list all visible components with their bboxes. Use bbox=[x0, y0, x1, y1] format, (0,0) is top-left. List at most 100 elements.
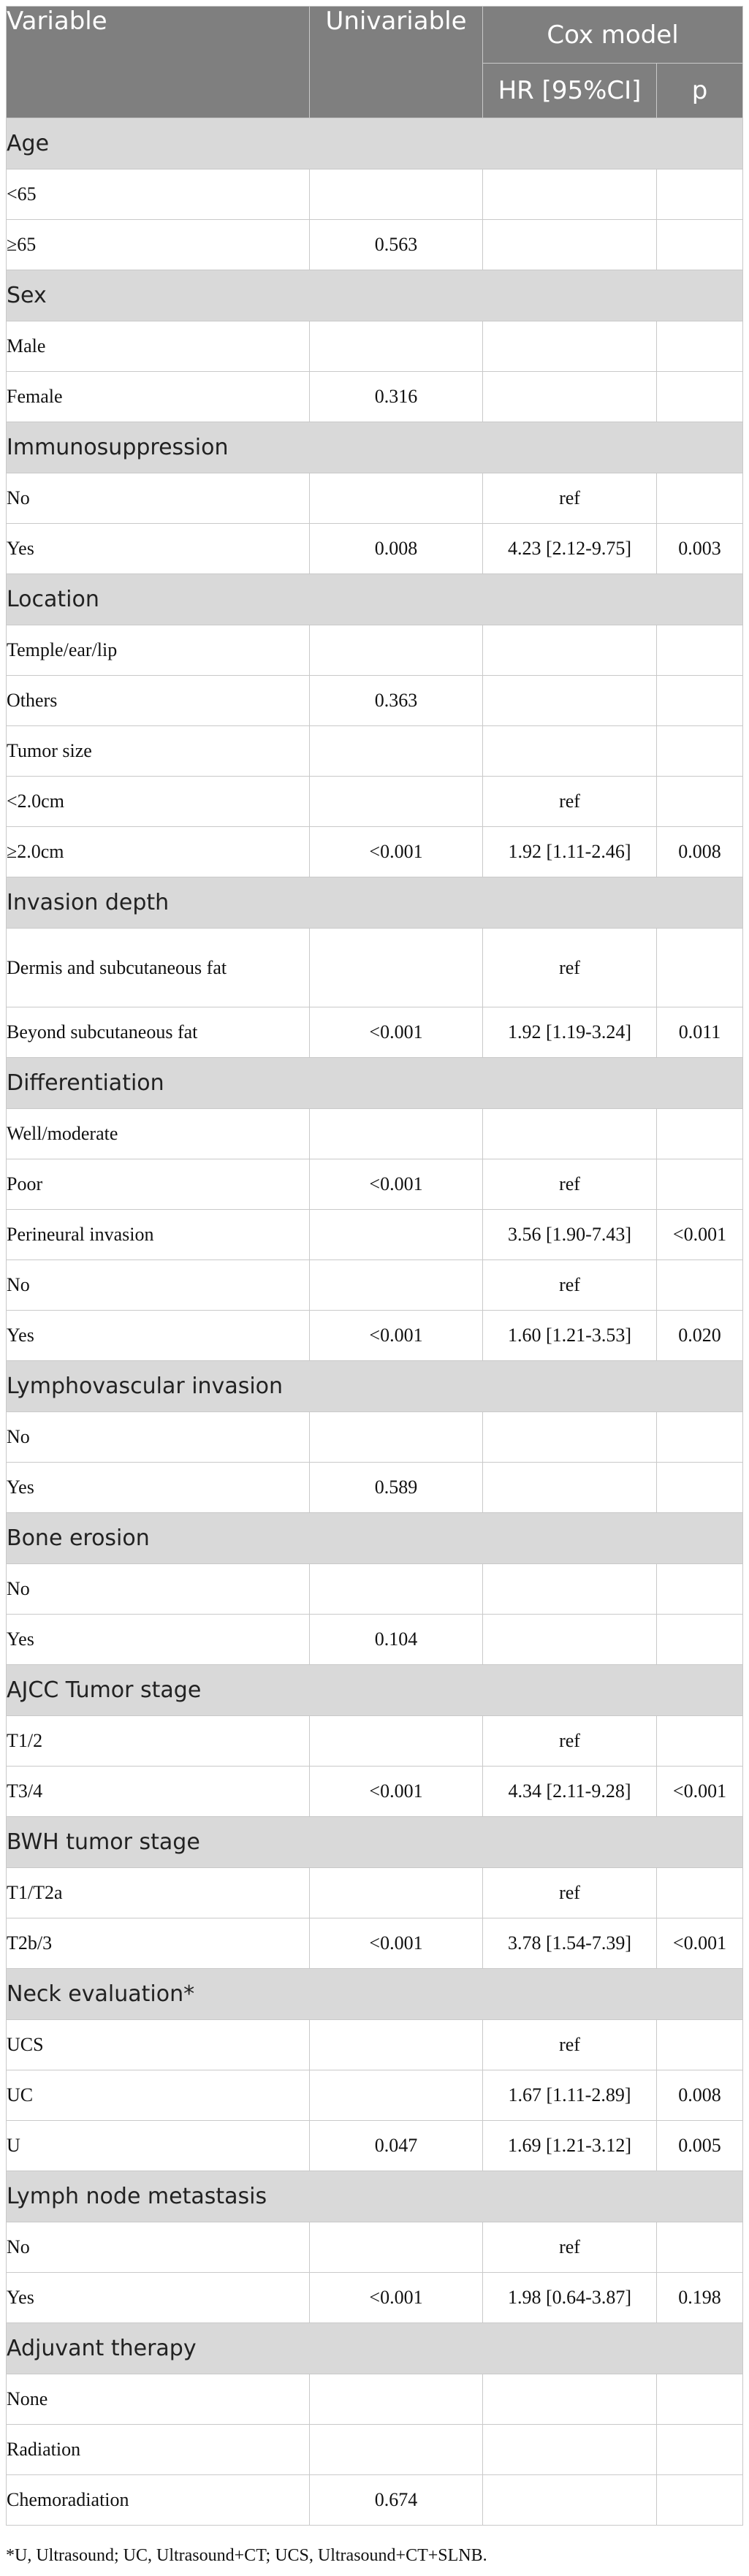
p-value-cell bbox=[655, 321, 744, 372]
p-value-cell: <0.001 bbox=[655, 1766, 744, 1817]
table-row: Male bbox=[6, 321, 744, 372]
table-row: Beyond subcutaneous fat <0.001 1.92 [1.19-… bbox=[6, 1007, 744, 1058]
table-row: No bbox=[6, 1563, 744, 1615]
hr-cell: 3.56 [1.90-7.43] bbox=[482, 1209, 657, 1260]
hr-cell bbox=[482, 2374, 657, 2425]
variable-cell: U bbox=[6, 2120, 310, 2171]
variable-cell: Poor bbox=[6, 1159, 310, 1210]
univariable-cell: 0.589 bbox=[309, 1462, 483, 1513]
p-value-cell: 0.008 bbox=[655, 2070, 744, 2121]
table-row: T3/4 <0.001 4.34 [2.11-9.28] <0.001 bbox=[6, 1766, 744, 1817]
hr-cell bbox=[482, 169, 657, 220]
section-label: BWH tumor stage bbox=[5, 1816, 744, 1868]
p-value-cell: 0.005 bbox=[655, 2120, 744, 2171]
table-row: Yes <0.001 1.98 [0.64-3.87] 0.198 bbox=[6, 2272, 744, 2323]
variable-cell: <65 bbox=[6, 169, 310, 220]
section-row: Bone erosion bbox=[5, 1512, 744, 1564]
section-row: Adjuvant therapy bbox=[5, 2322, 744, 2374]
p-value-cell bbox=[655, 625, 744, 676]
variable-cell: Yes bbox=[6, 1310, 310, 1361]
table-row: No ref bbox=[6, 1260, 744, 1311]
univariable-cell: <0.001 bbox=[309, 2272, 483, 2323]
table-row: Temple/ear/lip bbox=[6, 625, 744, 676]
variable-cell: <2.0cm bbox=[6, 776, 310, 827]
header-cox-model: Cox model bbox=[482, 6, 744, 64]
section-label: AJCC Tumor stage bbox=[5, 1664, 744, 1716]
hr-cell bbox=[482, 1462, 657, 1513]
variable-cell: Yes bbox=[6, 2272, 310, 2323]
univariable-cell: 0.316 bbox=[309, 371, 483, 422]
section-row: Location bbox=[5, 573, 744, 625]
section-label: Adjuvant therapy bbox=[5, 2322, 744, 2374]
table-row: Female 0.316 bbox=[6, 371, 744, 422]
table-body: Age <65 ≥65 0.563 Sex Male Female 0.316 Immunosu… bbox=[5, 118, 744, 2526]
variable-cell: Female bbox=[6, 371, 310, 422]
section-label: Age bbox=[5, 118, 744, 169]
univariable-cell bbox=[309, 2019, 483, 2070]
variable-cell: T1/T2a bbox=[6, 1867, 310, 1918]
p-value-cell: 0.003 bbox=[655, 523, 744, 574]
p-value-cell bbox=[655, 1159, 744, 1210]
table-row: Radiation bbox=[6, 2424, 744, 2475]
p-value-cell bbox=[655, 928, 744, 1007]
univariable-cell: 0.674 bbox=[309, 2474, 483, 2526]
header-variable: Variable bbox=[6, 6, 310, 118]
section-label: Bone erosion bbox=[5, 1512, 744, 1564]
table-row: No ref bbox=[6, 473, 744, 524]
hr-cell bbox=[482, 321, 657, 372]
hr-cell: 4.23 [2.12-9.75] bbox=[482, 523, 657, 574]
table-row: UCS ref bbox=[6, 2019, 744, 2070]
hr-cell: 1.60 [1.21-3.53] bbox=[482, 1310, 657, 1361]
p-value-cell bbox=[655, 169, 744, 220]
p-value-cell bbox=[655, 725, 744, 777]
univariable-cell bbox=[309, 2070, 483, 2121]
variable-cell: Beyond subcutaneous fat bbox=[6, 1007, 310, 1058]
variable-cell: Male bbox=[6, 321, 310, 372]
p-value-cell bbox=[655, 1462, 744, 1513]
hr-cell bbox=[482, 1108, 657, 1159]
table-row: Poor <0.001 ref bbox=[6, 1159, 744, 1210]
variable-cell: Perineural invasion bbox=[6, 1209, 310, 1260]
p-value-cell bbox=[655, 1260, 744, 1311]
table-row: Tumor size bbox=[6, 725, 744, 777]
univariable-cell: <0.001 bbox=[309, 1310, 483, 1361]
hr-cell: 1.69 [1.21-3.12] bbox=[482, 2120, 657, 2171]
hr-cell bbox=[482, 2474, 657, 2526]
univariable-cell bbox=[309, 169, 483, 220]
table-row: Well/moderate bbox=[6, 1108, 744, 1159]
table-row: Dermis and subcutaneous fat ref bbox=[6, 928, 744, 1007]
univariable-cell bbox=[309, 725, 483, 777]
hr-cell bbox=[482, 371, 657, 422]
variable-cell: Dermis and subcutaneous fat bbox=[6, 928, 310, 1007]
univariable-cell bbox=[309, 473, 483, 524]
table-row: T1/T2a ref bbox=[6, 1867, 744, 1918]
cox-regression-table: Variable Univariable Cox model HR [95%CI… bbox=[5, 6, 744, 2526]
table-row: T2b/3 <0.001 3.78 [1.54-7.39] <0.001 bbox=[6, 1918, 744, 1969]
univariable-cell bbox=[309, 2222, 483, 2273]
variable-cell: Temple/ear/lip bbox=[6, 625, 310, 676]
table-footnote: *U, Ultrasound; UC, Ultrasound+CT; UCS, … bbox=[6, 2546, 487, 2565]
hr-cell bbox=[482, 1614, 657, 1665]
table-row: Chemoradiation 0.674 bbox=[6, 2474, 744, 2526]
section-label: Invasion depth bbox=[5, 877, 744, 929]
univariable-cell bbox=[309, 1867, 483, 1918]
variable-cell: Yes bbox=[6, 1614, 310, 1665]
p-value-cell: 0.198 bbox=[655, 2272, 744, 2323]
table-row: ≥2.0cm <0.001 1.92 [1.11-2.46] 0.008 bbox=[6, 826, 744, 877]
p-value-cell bbox=[655, 1108, 744, 1159]
hr-cell: ref bbox=[482, 1159, 657, 1210]
univariable-cell bbox=[309, 321, 483, 372]
univariable-cell: 0.008 bbox=[309, 523, 483, 574]
table-row: UC 1.67 [1.11-2.89] 0.008 bbox=[6, 2070, 744, 2121]
univariable-cell bbox=[309, 1715, 483, 1767]
univariable-cell: <0.001 bbox=[309, 1918, 483, 1969]
hr-cell bbox=[482, 2424, 657, 2475]
p-value-cell bbox=[655, 1411, 744, 1463]
univariable-cell: 0.104 bbox=[309, 1614, 483, 1665]
variable-cell: Radiation bbox=[6, 2424, 310, 2475]
hr-cell bbox=[482, 725, 657, 777]
section-label: Lymphovascular invasion bbox=[5, 1360, 744, 1412]
p-value-cell: 0.008 bbox=[655, 826, 744, 877]
p-value-cell bbox=[655, 675, 744, 726]
p-value-cell bbox=[655, 1614, 744, 1665]
